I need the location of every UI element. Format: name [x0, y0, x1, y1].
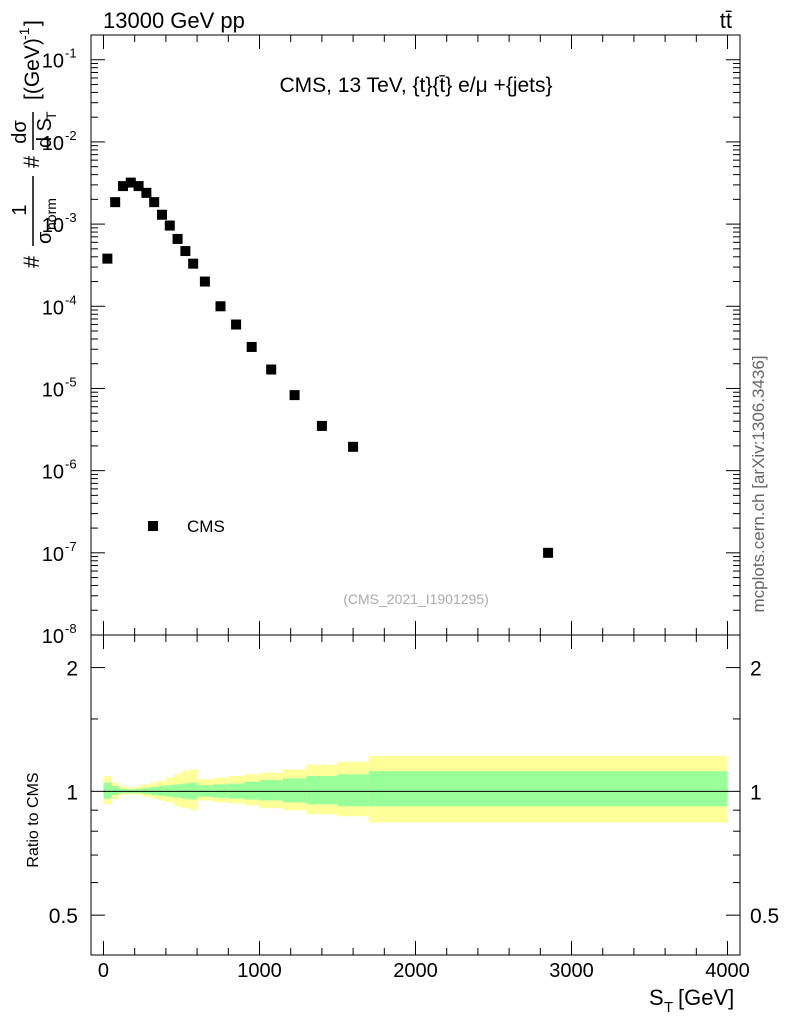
ylabel-d-sigma: dσ — [9, 120, 31, 144]
ratio-panel: 0.5 0.5 1 1 2 2 0 1000 2000 3000 4000 Ratio to CM… — [25, 634, 779, 1016]
main-y-tick-label: 10 — [42, 51, 64, 73]
main-y-tick-label: 10 — [42, 297, 64, 319]
main-y-tick-label: 10 — [42, 462, 64, 484]
xlabel-units: [GeV] — [678, 985, 734, 1010]
side-label: mcplots.cern.ch [arXiv:1306.3436] — [749, 355, 768, 612]
data-point — [110, 197, 121, 208]
ylabel-sigma-norm: σ — [34, 231, 56, 244]
ratio-y-tick-label-right: 0.5 — [750, 905, 779, 928]
main-y-tick-label: 10 — [42, 215, 64, 237]
ylabel-norm-sub: norm — [43, 198, 59, 230]
data-point — [543, 547, 554, 558]
data-point — [117, 181, 128, 192]
ratio-y-tick-label-left: 2 — [66, 658, 78, 681]
data-point — [215, 301, 226, 312]
data-point — [316, 420, 327, 431]
ratio-band-inner — [111, 786, 120, 795]
main-y-tick-label: 10 — [42, 626, 64, 648]
main-title: CMS, 13 TeV, {t}{t̄} e/μ +{jets} — [279, 74, 552, 97]
main-y-tick-exponent: -1 — [65, 46, 77, 61]
x-tick-label: 0 — [98, 960, 109, 982]
main-y-axis-label: # 1 σ norm # dσ d S T [(GeV) -1 ] — [9, 20, 59, 268]
legend-marker-cms — [148, 521, 158, 531]
ylabel-hash-1: # — [19, 255, 44, 268]
main-y-tick-exponent: -3 — [65, 210, 77, 225]
data-point — [348, 441, 359, 452]
data-point — [164, 220, 175, 231]
main-y-tick-label: 10 — [42, 544, 64, 566]
x-tick-label: 2000 — [393, 960, 438, 982]
ratio-band-inner — [282, 778, 307, 803]
data-point — [199, 276, 210, 287]
data-point — [246, 341, 257, 352]
main-plot-frame — [90, 34, 741, 636]
ylabel-units-close: ] — [21, 20, 44, 26]
header-left-label: 13000 GeV pp — [103, 8, 245, 33]
ratio-y-tick-label-right: 2 — [750, 658, 762, 681]
ratio-band-inner — [243, 781, 260, 800]
ylabel-hash-2: # — [19, 155, 44, 168]
watermark: (CMS_2021_I1901295) — [343, 591, 489, 607]
x-axis-label: S T [GeV] — [649, 985, 734, 1016]
main-y-tick-exponent: -8 — [65, 621, 77, 636]
data-point — [149, 197, 160, 208]
ratio-bands — [103, 755, 728, 823]
data-point — [172, 233, 183, 244]
main-y-tick-label: 10 — [42, 379, 64, 401]
main-y-tick-exponent: -5 — [65, 374, 77, 389]
data-point — [156, 209, 167, 220]
ratio-band-inner — [103, 782, 112, 799]
ratio-band-inner — [306, 775, 338, 805]
ratio-y-tick-label-left: 0.5 — [49, 905, 78, 928]
ratio-band-inner — [368, 771, 728, 807]
ratio-x-ticks: 0 1000 2000 3000 4000 — [98, 635, 750, 982]
ratio-y-ticks: 0.5 0.5 1 1 2 2 — [49, 658, 779, 929]
ylabel-units: [(GeV) — [21, 38, 44, 100]
data-point — [180, 246, 191, 257]
x-tick-label: 4000 — [705, 960, 750, 982]
main-data-points — [102, 177, 554, 558]
ylabel-one: 1 — [9, 204, 31, 215]
data-point — [125, 177, 136, 188]
xlabel-s: S — [649, 985, 664, 1010]
data-point — [266, 364, 277, 375]
main-y-tick-label: 10 — [42, 133, 64, 155]
legend-label-cms: CMS — [187, 517, 225, 536]
ratio-y-axis-label: Ratio to CMS — [25, 772, 42, 867]
main-y-tick-exponent: -6 — [65, 457, 77, 472]
header-right-label: tt̄ — [720, 8, 732, 33]
ratio-band-inner — [337, 774, 369, 807]
main-y-tick-exponent: -4 — [65, 292, 77, 307]
x-tick-label: 3000 — [549, 960, 594, 982]
data-point — [133, 181, 144, 192]
main-y-ticks: 10-810-710-610-510-410-310-210-1 — [42, 34, 740, 648]
ratio-band-inner — [259, 780, 283, 801]
ratio-y-tick-label-left: 1 — [66, 781, 78, 804]
data-point — [141, 187, 152, 198]
ylabel-d-st: d S — [34, 118, 56, 148]
main-y-tick-exponent: -2 — [65, 128, 77, 143]
data-point — [289, 390, 300, 401]
main-y-tick-exponent: -7 — [65, 539, 77, 554]
ratio-y-tick-label-right: 1 — [750, 781, 762, 804]
xlabel-t-sub: T — [664, 999, 673, 1016]
main-x-ticks — [102, 35, 729, 635]
ylabel-units-exponent: -1 — [16, 27, 32, 40]
ylabel-st-sub: T — [43, 111, 59, 120]
data-point — [231, 319, 242, 330]
main-panel: 10-810-710-610-510-410-310-210-1 CMS, 13… — [9, 20, 741, 648]
x-tick-label: 1000 — [237, 960, 282, 982]
data-point — [188, 258, 199, 269]
data-point — [102, 253, 113, 264]
